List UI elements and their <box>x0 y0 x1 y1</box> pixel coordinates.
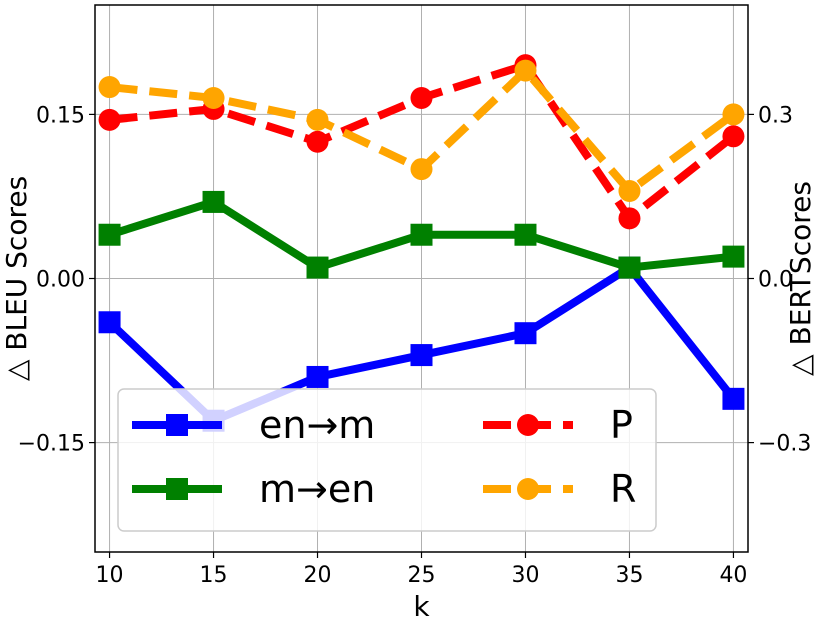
data-point <box>618 207 641 230</box>
data-point <box>98 76 121 99</box>
data-point <box>306 108 329 131</box>
legend-label: en→m <box>259 403 375 447</box>
data-point <box>306 365 329 388</box>
right-y-tick-label: −0.3 <box>758 432 811 457</box>
axes: 10 15 20 25 30 35 40 −0.15 0.00 0.15 −0.3 0.0 0.3 <box>18 103 812 588</box>
data-point <box>722 103 745 126</box>
x-tick-label: 10 <box>96 563 124 588</box>
data-point <box>618 179 641 202</box>
data-point <box>306 256 329 279</box>
data-point <box>514 59 537 82</box>
data-point <box>98 108 121 131</box>
legend-entry-R: R <box>483 467 636 511</box>
legend-box <box>117 388 657 532</box>
y-tick-label: 0.00 <box>36 268 85 293</box>
series-m→en <box>98 190 745 279</box>
data-point <box>722 245 745 268</box>
series-R <box>98 59 745 202</box>
data-point <box>722 387 745 410</box>
data-point <box>410 158 433 181</box>
legend-marker <box>517 414 539 436</box>
legend-marker <box>166 478 188 500</box>
legend-entry-P: P <box>483 403 633 447</box>
x-tick-label: 20 <box>304 563 332 588</box>
data-point <box>514 322 537 345</box>
y-tick-label: −0.15 <box>18 432 85 457</box>
data-point <box>306 130 329 153</box>
x-tick-label: 15 <box>200 563 228 588</box>
x-tick-label: 25 <box>408 563 436 588</box>
legend-entry-m→en: m→en <box>132 467 375 511</box>
legend-entry-en→m: en→m <box>132 403 375 447</box>
data-point <box>98 223 121 246</box>
x-tick-label: 30 <box>511 563 539 588</box>
right-y-tick-label: 0.0 <box>758 268 793 293</box>
data-point <box>722 125 745 148</box>
data-point <box>202 190 225 213</box>
data-point <box>618 256 641 279</box>
legend-label: m→en <box>259 467 375 511</box>
data-point <box>410 344 433 367</box>
legend-label: R <box>610 467 636 511</box>
y-tick-label: 0.15 <box>36 103 85 128</box>
data-point <box>202 86 225 109</box>
x-tick-label: 40 <box>719 563 747 588</box>
right-y-tick-label: 0.3 <box>758 103 793 128</box>
data-point <box>410 86 433 109</box>
data-point <box>410 223 433 246</box>
y-axis-title: △ BLEU Scores <box>0 176 33 381</box>
data-point <box>98 311 121 334</box>
legend: en→m m→en PR <box>117 388 657 532</box>
legend-label: P <box>610 403 633 447</box>
data-point <box>514 223 537 246</box>
x-tick-label: 35 <box>615 563 643 588</box>
legend-marker <box>166 414 188 436</box>
right-y-axis-title: △ BERTScores <box>784 181 817 376</box>
legend-marker <box>517 478 539 500</box>
x-axis-title: k <box>413 590 430 621</box>
